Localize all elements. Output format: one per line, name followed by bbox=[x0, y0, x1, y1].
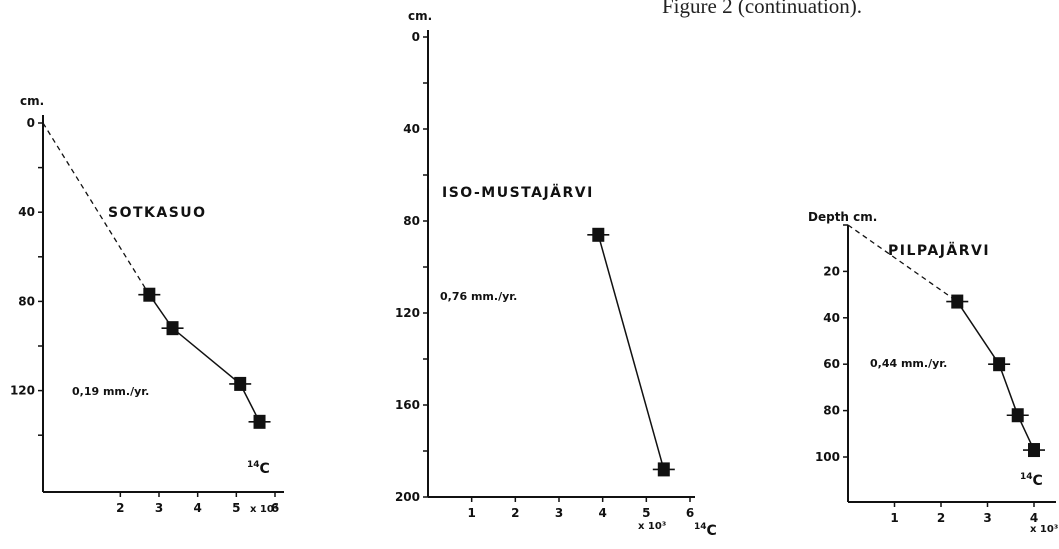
x-axis-label: 14C bbox=[247, 460, 270, 477]
y-tick-label: 80 bbox=[823, 404, 840, 418]
data-point bbox=[1028, 443, 1040, 458]
x-tick-label: 2 bbox=[511, 506, 519, 520]
y-tick-label: 120 bbox=[395, 306, 420, 320]
data-point bbox=[143, 287, 156, 302]
x-axis-label: 14C bbox=[694, 522, 717, 539]
chart-1: 0 40 80 120 2 3 4 5 6 cm. SOTKASUO 0,19 mm./yr. x 10… bbox=[10, 94, 284, 515]
x-tick-label: 4 bbox=[193, 501, 201, 515]
x-axis-label: 14C bbox=[1020, 472, 1043, 489]
figure-caption: Figure 2 (continuation). bbox=[662, 0, 863, 18]
y-tick-label: 160 bbox=[395, 398, 420, 412]
x-tick-label: 6 bbox=[686, 506, 694, 520]
series-line bbox=[956, 301, 1035, 451]
x-tick-label: 3 bbox=[155, 501, 163, 515]
dashed-extrapolation-line bbox=[847, 224, 958, 303]
y-tick-label: 200 bbox=[395, 490, 420, 504]
y-tick-label: 20 bbox=[823, 264, 840, 278]
series-line bbox=[597, 234, 665, 470]
y-tick-label: 120 bbox=[10, 384, 35, 398]
x-tick-label: 3 bbox=[983, 511, 991, 525]
data-point bbox=[1011, 408, 1024, 423]
chart-title: SOTKASUO bbox=[108, 205, 207, 221]
x-tick-label: 1 bbox=[890, 511, 898, 525]
chart-title: PILPAJÄRVI bbox=[888, 242, 990, 259]
y-tick-label: 0 bbox=[412, 30, 420, 44]
x-multiplier-label: x 10³ bbox=[1030, 524, 1058, 535]
data-point bbox=[657, 462, 670, 477]
rate-annotation: 0,44 mm./yr. bbox=[870, 357, 947, 370]
x-multiplier-label: x 10³ bbox=[250, 504, 278, 515]
chart-3: 20 40 60 80 100 1 2 3 4 Depth cm. PILPAJÄRVI 0,44 m… bbox=[808, 210, 1058, 535]
y-tick-label: 40 bbox=[823, 311, 840, 325]
data-point bbox=[993, 357, 1006, 372]
y-tick-label: 80 bbox=[18, 294, 35, 308]
data-point bbox=[951, 294, 964, 309]
y-tick-label: 80 bbox=[403, 214, 420, 228]
y-axis-label: cm. bbox=[408, 9, 432, 23]
data-point bbox=[592, 227, 605, 242]
data-point bbox=[253, 414, 266, 429]
y-tick-label: 40 bbox=[403, 122, 420, 136]
x-tick-label: 2 bbox=[116, 501, 124, 515]
y-tick-label: 100 bbox=[815, 450, 840, 464]
x-tick-label: 6 bbox=[271, 501, 279, 515]
y-tick-label: 40 bbox=[18, 205, 35, 219]
rate-annotation: 0,76 mm./yr. bbox=[440, 290, 517, 303]
x-tick-label: 5 bbox=[232, 501, 240, 515]
series-line bbox=[148, 294, 261, 423]
x-tick-label: 2 bbox=[937, 511, 945, 525]
data-point bbox=[234, 376, 247, 391]
dashed-extrapolation-line bbox=[42, 122, 150, 296]
x-tick-label: 4 bbox=[1030, 511, 1038, 525]
y-axis-label: Depth cm. bbox=[808, 210, 877, 224]
x-tick-label: 1 bbox=[467, 506, 475, 520]
y-tick-label: 60 bbox=[823, 357, 840, 371]
x-tick-label: 4 bbox=[598, 506, 606, 520]
y-axis-label: cm. bbox=[20, 94, 44, 108]
x-tick-label: 5 bbox=[642, 506, 650, 520]
x-tick-label: 3 bbox=[555, 506, 563, 520]
rate-annotation: 0,19 mm./yr. bbox=[72, 385, 149, 398]
y-tick-label: 0 bbox=[27, 116, 35, 130]
chart-title: ISO-MUSTAJÄRVI bbox=[442, 184, 594, 201]
data-point bbox=[166, 321, 179, 336]
chart-2: 0 40 80 120 160 200 1 2 3 4 5 6 cm. ISO-MUSTAJÄRVI 0,7… bbox=[395, 9, 717, 539]
x-multiplier-label: x 10³ bbox=[638, 521, 666, 532]
